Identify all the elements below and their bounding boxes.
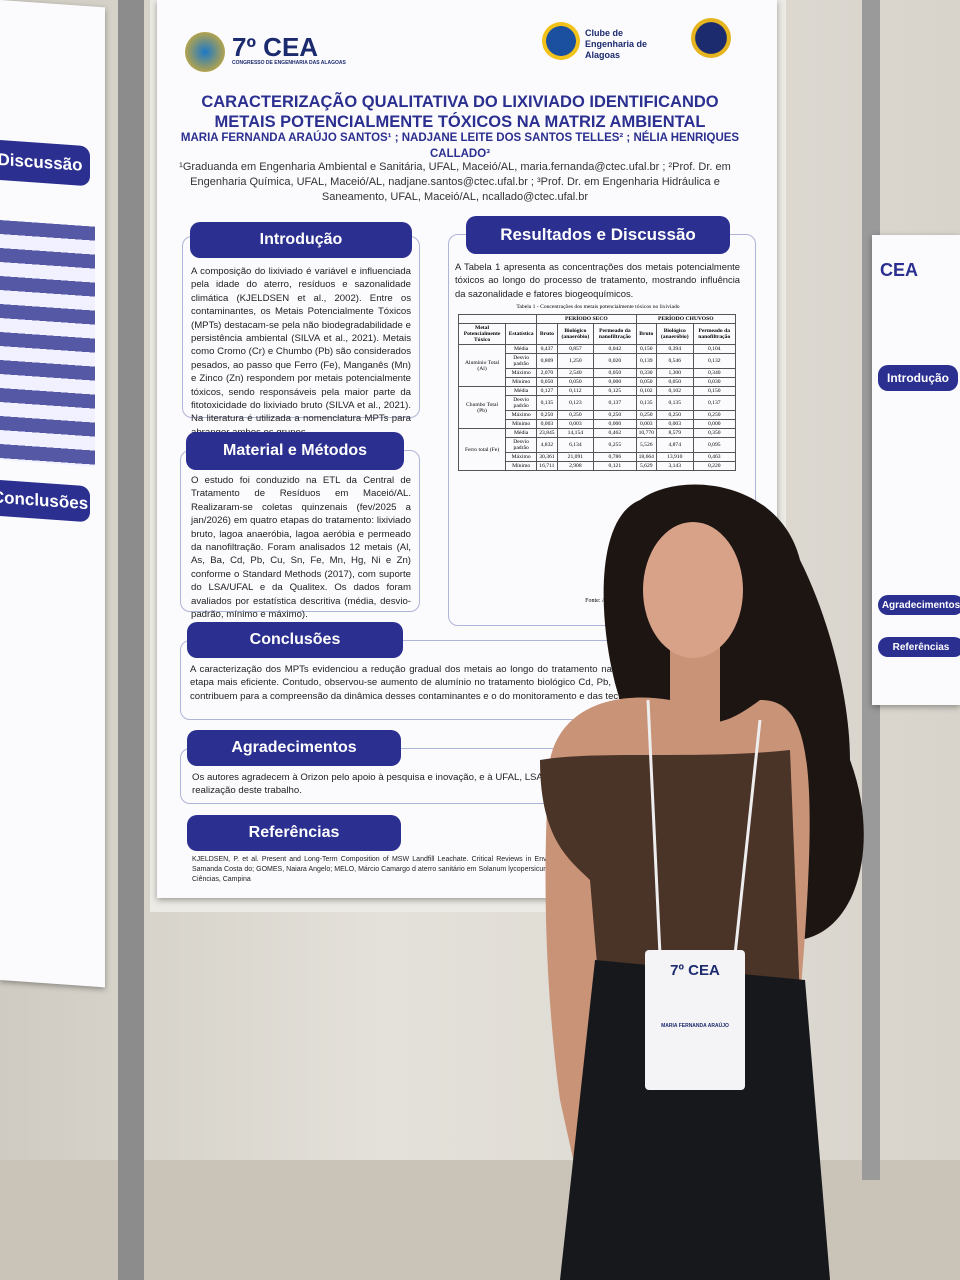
logo: CEA <box>880 260 919 280</box>
pants <box>560 960 830 1280</box>
right-poster: CEA Introdução Agradecimentos Referência… <box>872 235 960 705</box>
table-cell: Ferro total (Fe) <box>457 428 507 471</box>
club-icon <box>542 22 580 60</box>
badge <box>645 950 745 1090</box>
top <box>540 750 800 1000</box>
section-heading: Introdução <box>190 222 412 258</box>
section-heading: Referências <box>878 637 960 657</box>
table-cell: 4,832 <box>536 437 558 453</box>
section-heading: Material e Métodos <box>186 432 404 470</box>
table-cell: Bruto <box>635 323 657 345</box>
section-text: KJELDSEN, P. et al. Present and Long-Ter… <box>192 856 732 883</box>
poster-title: CARACTERIZAÇÃO QUALITATIVA DO LIXIVIADO … <box>201 93 719 131</box>
logo-subtitle: CONGRESSO DE ENGENHARIA DAS ALAGOAS <box>232 60 346 66</box>
logo: 7º CEA <box>232 32 319 62</box>
lanyard <box>646 699 762 956</box>
section-heading: Introdução <box>878 365 958 391</box>
face <box>643 522 743 658</box>
table-cell: Chumbo Total (Pb) <box>457 386 507 429</box>
table-cell: 0,220 <box>692 461 736 471</box>
anniversary-seal <box>691 18 731 58</box>
section-text: A Tabela 1 apresenta as concentrações do… <box>455 261 740 299</box>
section-heading: Agradecimentos <box>187 730 401 766</box>
poster-authors: MARIA FERNANDA ARAÚJO SANTOS¹ ; NADJANE … <box>180 132 740 160</box>
section-heading: Resultados e Discussão <box>466 216 730 254</box>
pole <box>118 0 144 1280</box>
badge-name: MARIA FERNANDA ARAÚJO <box>661 1022 729 1029</box>
club-name: Clube de Engenharia de Alagoas <box>585 28 648 60</box>
section-heading: Conclusões <box>187 622 403 658</box>
data-table: PERÍODO SECO PERÍODO CHUVOSO Metal Potenci… <box>457 314 737 471</box>
logo-icon <box>185 32 225 72</box>
section-heading: Agradecimentos <box>878 595 960 615</box>
section-text: Os autores agradecem à Orizon pelo apoio… <box>192 772 712 797</box>
section-heading: Referências <box>187 815 401 851</box>
poster-affiliations: ¹Graduanda em Engenharia Ambiental e San… <box>179 161 731 203</box>
table-caption: Tabela 1 - Concentrações dos metais pote… <box>516 304 680 310</box>
section-text: A composição do lixiviado é variável e i… <box>191 266 411 438</box>
badge-logo: 7º CEA <box>670 962 720 979</box>
section-text: A caracterização dos MPTs evidenciou a r… <box>190 664 730 702</box>
table-cell: 16,711 <box>536 461 558 471</box>
table-cell: 5,629 <box>635 461 657 471</box>
table-cell: Permeado da nanofiltração <box>692 323 736 345</box>
section-text: O estudo foi conduzido na ETL da Central… <box>191 475 411 621</box>
